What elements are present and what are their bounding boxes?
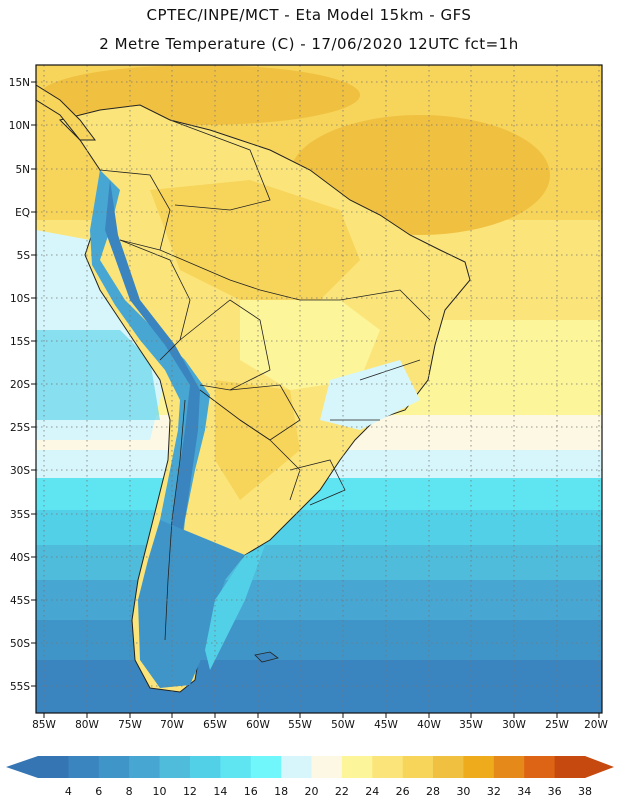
colorbar-label: 24 [365,785,379,798]
colorbar-label: 4 [65,785,72,798]
patagonia-cold [138,520,245,688]
lat-label: 55S [10,681,30,693]
lat-label: 50S [10,638,30,650]
lat-label: 30S [10,465,30,477]
lon-label: 60W [246,719,270,731]
colorbar-arrow-high [585,756,614,778]
lat-label: 20S [10,379,30,391]
lon-label: 75W [118,719,142,731]
lon-label: 30W [502,719,526,731]
lon-label: 65W [203,719,227,731]
colorbar-swatch [250,756,282,778]
lon-label: 50W [331,719,355,731]
colorbar-swatch [68,756,100,778]
lat-label: 5S [17,250,31,262]
lat-label: 15N [9,77,30,89]
andes-peaks [105,180,200,620]
colorbar-swatch [38,756,69,778]
colorbar-swatch [554,756,586,778]
colorbar-label: 14 [213,785,227,798]
lon-label: 25W [545,719,569,731]
lon-label: 40W [417,719,441,731]
lon-label: 35W [459,719,483,731]
lat-label: 25S [10,422,30,434]
border-uruguay [289,459,346,506]
border-argentina-north [199,389,301,501]
colorbar-swatch [98,756,130,778]
lon-label: 45W [374,719,398,731]
lat-labels: 15N 10N 5N EQ 5S 10S 15S 20S 25S 30S 35S… [9,77,31,693]
colorbar-swatch [493,756,525,778]
lon-label: 20W [584,719,608,731]
lat-label: 15S [10,336,30,348]
colorbar-swatch [189,756,221,778]
colorbar-label: 10 [153,785,167,798]
lat-label: 40S [10,552,30,564]
colorbar-label: 20 [305,785,319,798]
temp-band-6 [36,660,602,713]
lat-label: 45S [10,595,30,607]
central-america [36,84,96,141]
lat-label: 35S [10,509,30,521]
patagonia-coast [205,545,265,670]
colorbar-swatch [524,756,556,778]
lat-label: 5N [15,164,30,176]
lat-axis [31,81,36,687]
border-brazil-states [330,289,431,421]
falkland-islands [254,651,279,663]
chart-title-line-2: 2 Metre Temperature (C) - 17/06/2020 12U… [99,35,519,53]
southeast-highlands-cool [320,360,420,430]
colorbar-label: 30 [456,785,470,798]
chart-title-line-1: CPTEC/INPE/MCT - Eta Model 15km - GFS [146,6,472,24]
lon-label: 80W [75,719,99,731]
colorbar-label: 6 [95,785,102,798]
lon-label: 55W [288,719,312,731]
colorbar-swatch [129,756,161,778]
amazon-warm-region [150,180,360,300]
colorbar-label: 28 [426,785,440,798]
colorbar-label: 34 [517,785,531,798]
border-peru [119,239,191,361]
colorbar-swatch [463,756,495,778]
central-brazil-region [240,300,380,390]
border-colombia [99,169,171,251]
colorbar: 4 6 8 10 12 14 16 18 20 22 24 26 28 30 32 34 36 38 [6,756,614,798]
colorbar-label: 12 [183,785,197,798]
colorbar-swatch [402,756,434,778]
colorbar-swatch [311,756,343,778]
colorbar-swatch [220,756,252,778]
pacific-cold-water [36,330,160,420]
lon-label: 85W [32,719,56,731]
border-bolivia [179,299,271,391]
lat-label: 10N [9,120,30,132]
colorbar-label: 8 [126,785,133,798]
colorbar-label: 38 [578,785,592,798]
lat-label: 10S [10,293,30,305]
lon-label: 70W [160,719,184,731]
border-venezuela [169,119,271,211]
lon-axis [43,713,600,718]
colorbar-label: 18 [274,785,288,798]
colorbar-swatch [433,756,464,778]
lat-label: EQ [15,207,30,219]
colorbar-label: 26 [396,785,410,798]
lon-labels: 85W 80W 75W 70W 65W 60W 55W 50W 45W 40W … [32,719,608,731]
map-frame [35,64,603,714]
colorbar-label: 32 [487,785,501,798]
colorbar-arrow-low [6,756,38,778]
temperature-field [36,65,602,713]
colorbar-swatch [372,756,404,778]
colorbar-label: 16 [244,785,258,798]
colorbar-swatch [341,756,373,778]
border-brazil-west [159,249,340,301]
colorbar-label: 22 [335,785,349,798]
colorbar-label: 36 [548,785,562,798]
graticule [36,65,602,713]
colorbar-swatch [159,756,191,778]
colorbar-swatch [281,756,312,778]
